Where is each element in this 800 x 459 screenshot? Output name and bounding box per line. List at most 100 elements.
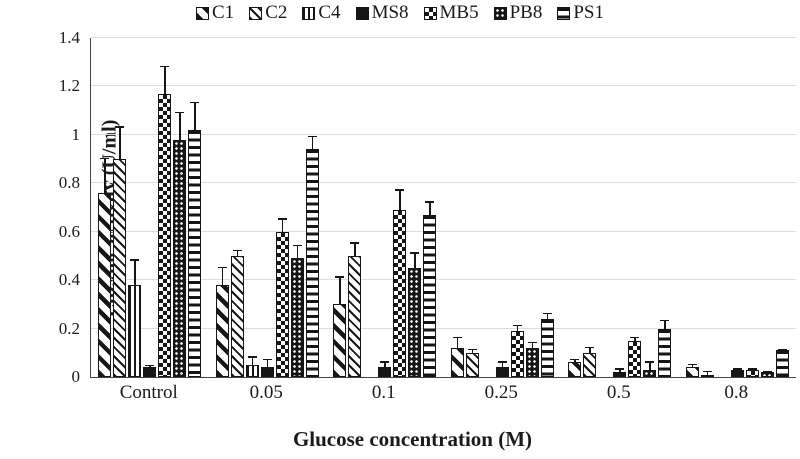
bar-C1-0.5 <box>568 358 582 377</box>
error-bar-cap <box>630 336 640 339</box>
y-tick-label: 1.4 <box>58 28 80 47</box>
chart-legend: C1 C2 C4 MS8 MB5 PB8 PS1 <box>0 2 800 24</box>
legend-label: C2 <box>265 2 288 23</box>
error-bar-line <box>164 65 166 95</box>
bar-C2-0.1 <box>348 242 362 377</box>
legend-label: C4 <box>318 2 341 23</box>
legend-item-C4: C4 <box>302 2 341 24</box>
error-bar-cap <box>425 201 435 203</box>
y-tick-label: 1.2 <box>58 76 80 96</box>
gridline-0.8 <box>91 182 796 184</box>
error-bar-line <box>221 266 223 286</box>
legend-item-C2: C2 <box>249 2 287 24</box>
error-bar-line <box>691 363 693 369</box>
error-bar-line <box>501 361 503 369</box>
y-tick-label: 0.2 <box>58 318 80 338</box>
gridline-1.2 <box>91 85 796 87</box>
error-bar-line <box>194 101 196 132</box>
error-bar-cap <box>762 370 772 373</box>
x-tick-label-0.8: 0.8 <box>724 382 749 403</box>
bar-C1-0.25 <box>450 336 464 377</box>
error-bar-cap <box>702 370 712 373</box>
error-bar-cap <box>615 368 625 370</box>
bar-MS8-0.25 <box>495 361 509 377</box>
error-bar-cap <box>570 358 580 361</box>
error-bar-cap <box>175 111 185 114</box>
error-bar-line <box>384 361 386 369</box>
y-tick-label: 0.6 <box>58 221 80 241</box>
bar-PS1-0.25 <box>540 312 554 377</box>
legend-label: PB8 <box>509 2 543 23</box>
error-bar-cap <box>645 361 655 363</box>
error-bar-line <box>634 336 636 342</box>
legend-item-C1: C1 <box>196 2 234 24</box>
bar-MB5-0.5 <box>628 336 642 377</box>
error-bar-line <box>311 135 313 151</box>
error-bar-line <box>119 126 121 161</box>
error-bar-cap <box>395 189 405 191</box>
bar-MB5-0.25 <box>510 324 524 377</box>
error-bar-line <box>149 364 151 369</box>
error-bar-line <box>354 242 356 257</box>
x-tick-label-0.5: 0.5 <box>606 382 631 403</box>
bar-PS1-0.1 <box>423 201 437 377</box>
bar-C1-0.05 <box>215 266 229 377</box>
bar-C4-Control <box>128 259 142 377</box>
bar-MS8-0.5 <box>613 368 627 377</box>
error-bar-line <box>471 348 473 354</box>
bar-C2-0.5 <box>583 346 597 377</box>
bar-C1-Control <box>98 157 112 377</box>
error-bar-cap <box>217 266 227 269</box>
bar-MB5-0.1 <box>393 189 407 377</box>
bar-MB5-0.05 <box>275 218 289 377</box>
error-bar-cap <box>307 135 317 138</box>
error-bar-line <box>706 370 708 376</box>
y-tick-label: 0 <box>71 367 81 386</box>
bar-C2-0.25 <box>465 348 479 377</box>
error-bar-line <box>546 312 548 320</box>
error-bar-line <box>664 319 666 330</box>
bar-PB8-0.05 <box>290 244 304 377</box>
bar-C2-0.8 <box>700 370 714 377</box>
pb8-pattern-swatch-icon <box>493 6 507 20</box>
bar-MB5-0.8 <box>745 368 759 377</box>
bar-PB8-0.8 <box>760 370 774 377</box>
bar-C1-0.8 <box>685 363 699 377</box>
error-bar-cap <box>732 368 742 370</box>
x-tick-label-Control: Control <box>119 382 178 403</box>
bar-PB8-0.25 <box>525 341 539 377</box>
error-bar-cap <box>512 324 522 327</box>
bar-PB8-0.1 <box>408 252 422 377</box>
error-bar-line <box>251 356 253 366</box>
error-bar-cap <box>527 341 537 344</box>
bar-PS1-0.8 <box>775 348 789 377</box>
error-bar-cap <box>190 101 200 104</box>
bar-PB8-0.5 <box>643 361 657 377</box>
bar-group-0.05 <box>209 135 327 377</box>
error-bar-cap <box>497 361 507 363</box>
legend-label: C1 <box>212 2 235 23</box>
error-bar-cap <box>585 346 595 349</box>
bar-C2-Control <box>113 126 127 377</box>
error-bar-line <box>104 157 106 194</box>
error-bar-cap <box>100 157 110 160</box>
error-bar-line <box>574 358 576 364</box>
error-bar-cap <box>687 363 697 365</box>
legend-label: MS8 <box>371 2 409 23</box>
error-bar-cap <box>542 312 552 315</box>
error-bar-line <box>296 244 298 260</box>
error-bar-cap <box>380 361 390 363</box>
error-bar-cap <box>262 358 272 361</box>
bar-PS1-0.05 <box>305 135 319 377</box>
error-bar-line <box>281 218 283 233</box>
legend-item-PS1: PS1 <box>557 2 604 24</box>
error-bar-cap <box>410 252 420 254</box>
error-bar-cap <box>115 126 125 128</box>
bar-group-0.1 <box>326 189 444 377</box>
error-bar-line <box>619 368 621 374</box>
error-bar-cap <box>232 249 242 252</box>
error-bar-cap <box>145 364 155 367</box>
gridline-1.4 <box>91 37 796 38</box>
error-bar-cap <box>292 244 302 247</box>
